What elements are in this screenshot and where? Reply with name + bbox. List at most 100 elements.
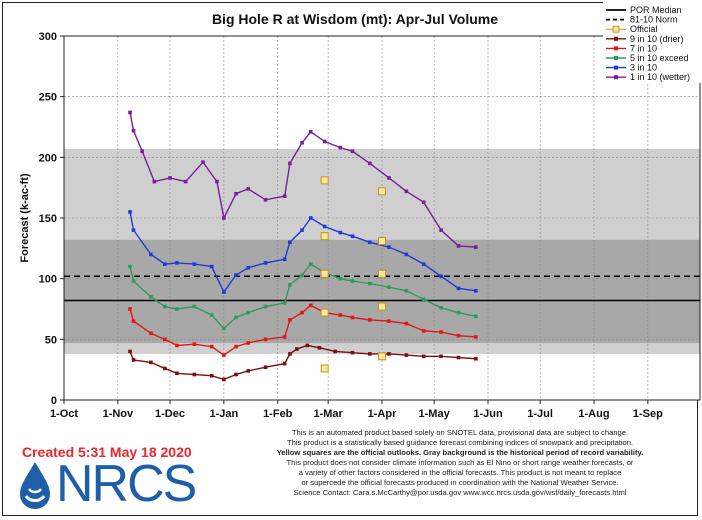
y-tick-label: 100 bbox=[39, 274, 57, 286]
data-point bbox=[140, 149, 144, 154]
data-point bbox=[263, 304, 268, 309]
data-point bbox=[131, 279, 136, 283]
data-point bbox=[308, 262, 313, 266]
data-point bbox=[300, 228, 304, 232]
data-point bbox=[209, 264, 214, 269]
data-point bbox=[387, 285, 391, 289]
data-point bbox=[350, 234, 355, 238]
data-point bbox=[421, 200, 426, 205]
data-point bbox=[456, 244, 461, 248]
data-point bbox=[368, 240, 372, 245]
data-point bbox=[368, 318, 372, 322]
nrcs-logo-text: NRCS bbox=[56, 455, 197, 513]
data-point bbox=[282, 301, 287, 305]
data-point bbox=[149, 295, 153, 299]
data-point bbox=[263, 337, 268, 342]
data-point bbox=[128, 264, 132, 269]
data-point bbox=[350, 350, 355, 355]
data-point bbox=[474, 314, 478, 319]
data-point bbox=[234, 273, 238, 277]
data-point bbox=[308, 130, 313, 134]
legend-label: 9 in 10 (drier) bbox=[630, 34, 684, 44]
data-point bbox=[162, 262, 167, 266]
legend-label: 7 in 10 bbox=[630, 43, 657, 53]
water-drop-icon bbox=[20, 462, 50, 509]
data-point bbox=[368, 281, 372, 286]
y-tick-label: 250 bbox=[39, 92, 57, 104]
legend-label: Official bbox=[630, 24, 657, 34]
data-point bbox=[192, 304, 197, 309]
data-point bbox=[474, 356, 478, 361]
data-point bbox=[317, 346, 322, 350]
official-point bbox=[320, 364, 329, 373]
data-point bbox=[234, 344, 238, 349]
data-point bbox=[246, 187, 250, 191]
data-point bbox=[183, 179, 188, 184]
data-point bbox=[192, 262, 197, 266]
x-tick-label: 1-Mar bbox=[313, 408, 343, 420]
y-tick-label: 50 bbox=[45, 334, 57, 346]
legend-marker-symbol bbox=[614, 56, 618, 60]
data-point bbox=[387, 319, 391, 323]
y-tick-label: 200 bbox=[39, 152, 57, 164]
data-point bbox=[246, 341, 250, 345]
data-point bbox=[421, 329, 426, 333]
official-points bbox=[320, 176, 386, 373]
data-point bbox=[222, 377, 226, 382]
series-line-1-in-10-wetter bbox=[129, 112, 476, 248]
data-point bbox=[128, 307, 132, 311]
official-point bbox=[320, 176, 329, 185]
data-point bbox=[175, 307, 179, 311]
data-point bbox=[368, 161, 372, 166]
data-point bbox=[300, 140, 304, 145]
y-axis-ticks: 0 50 100 150 200 250 300 bbox=[39, 31, 64, 407]
data-point bbox=[474, 335, 478, 339]
data-point bbox=[300, 273, 304, 277]
data-point bbox=[474, 289, 478, 293]
legend-marker-symbol bbox=[614, 75, 618, 80]
disclaimer-line: This is an automated product based solel… bbox=[291, 428, 629, 437]
official-point bbox=[378, 237, 386, 246]
data-point bbox=[456, 333, 461, 338]
data-point bbox=[368, 352, 372, 356]
data-point bbox=[404, 252, 409, 257]
data-point bbox=[350, 315, 355, 320]
data-point bbox=[149, 331, 153, 336]
data-point bbox=[295, 347, 299, 351]
data-point bbox=[162, 337, 167, 342]
data-point bbox=[215, 179, 219, 184]
legend-marker-symbol bbox=[614, 36, 618, 41]
data-point bbox=[246, 369, 250, 373]
x-tick-label: 1-Aug bbox=[578, 408, 609, 420]
legend-marker-symbol bbox=[614, 65, 618, 70]
data-point bbox=[192, 342, 197, 346]
x-axis-ticks: 1-Oct 1-Nov 1-Dec 1-Jan 1-Feb 1-Mar 1-Apr 1-May… bbox=[50, 400, 663, 420]
data-point bbox=[282, 257, 287, 262]
data-point bbox=[162, 366, 167, 371]
data-point bbox=[474, 245, 478, 249]
data-point bbox=[338, 230, 343, 235]
data-point bbox=[288, 352, 292, 356]
data-point bbox=[209, 344, 214, 349]
data-point bbox=[404, 189, 409, 194]
data-point bbox=[288, 282, 292, 287]
data-point bbox=[387, 352, 391, 356]
official-point bbox=[320, 308, 329, 317]
data-point bbox=[421, 354, 426, 359]
data-point bbox=[128, 210, 132, 214]
data-point bbox=[222, 290, 226, 294]
disclaimer-line: This product is a statistically based gu… bbox=[286, 438, 634, 447]
official-point bbox=[320, 232, 329, 241]
data-point bbox=[128, 349, 132, 354]
x-tick-label: 1-Jun bbox=[473, 408, 503, 420]
legend-background bbox=[603, 2, 702, 83]
data-point bbox=[222, 216, 226, 220]
data-point bbox=[308, 303, 313, 308]
data-point bbox=[300, 310, 304, 315]
data-point bbox=[175, 343, 179, 348]
disclaimer-line: a variety of other factors considered in… bbox=[298, 468, 622, 477]
y-tick-label: 300 bbox=[39, 31, 57, 43]
data-point bbox=[234, 191, 238, 196]
x-tick-label: 1-Feb bbox=[263, 408, 293, 420]
data-point bbox=[404, 353, 409, 357]
